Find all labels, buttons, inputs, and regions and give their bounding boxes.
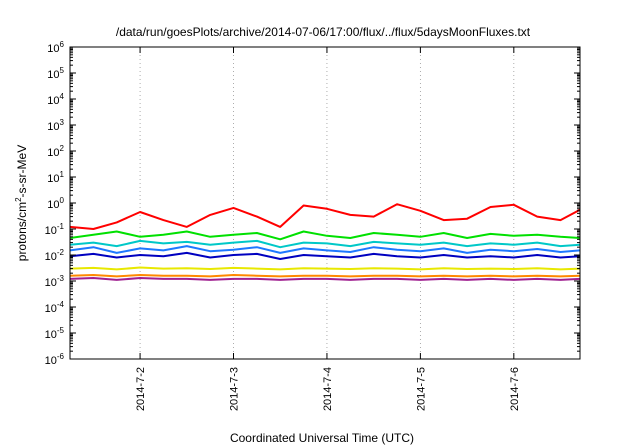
y-tick-label: 103 [47,118,64,133]
x-tick-label: 2014-7-5 [415,367,427,411]
y-tick-label: 104 [47,92,64,107]
y-axis-label: protons/cm2-s-sr-MeV [14,145,29,261]
plot-frame [69,46,581,360]
y-axis-ticks: 10-6 10-5 10-4 10-3 10-2 10-1 100 101 102 103 104 1… [45,40,580,367]
series-line-8 [69,277,581,281]
x-tick-label: 2014-7-3 [229,367,241,411]
series-line-1 [69,203,581,230]
y-axis-label-sup: 2 [14,197,23,202]
x-tick-label: 2014-7-4 [322,367,334,411]
y-tick-label: 10-2 [45,248,65,263]
y-axis-label-main: protons/cm [15,202,29,261]
series-line-4 [69,245,581,254]
y-tick-label: 10-3 [45,274,65,289]
chart-title: /data/run/goesPlots/archive/2014-07-06/1… [116,25,531,39]
y-axis-label-rest: -s-sr-MeV [15,145,29,198]
y-tick-label: 10-6 [45,352,65,367]
x-tick-label: 2014-7-6 [509,367,521,411]
series-lines [69,203,581,281]
y-tick-label: 10-4 [45,300,65,315]
y-tick-label: 100 [47,196,64,211]
grid [139,47,515,359]
series-line-6 [69,266,581,271]
x-tick-label: 2014-7-2 [135,367,147,411]
series-line-5 [69,251,581,260]
y-tick-label: 101 [47,170,64,185]
series-line-2 [69,230,581,241]
y-tick-label: 106 [47,40,64,55]
y-tick-label: 10-5 [45,326,65,341]
x-axis-ticks: 2014-7-2 2014-7-3 2014-7-4 2014-7-5 2014-7-6 [135,47,521,411]
series-line-3 [69,239,581,249]
y-tick-label: 105 [47,66,64,81]
y-tick-label: 102 [47,144,64,159]
x-axis-label: Coordinated Universal Time (UTC) [230,431,414,445]
series-line-7 [69,274,581,278]
y-tick-label: 10-1 [45,222,65,237]
